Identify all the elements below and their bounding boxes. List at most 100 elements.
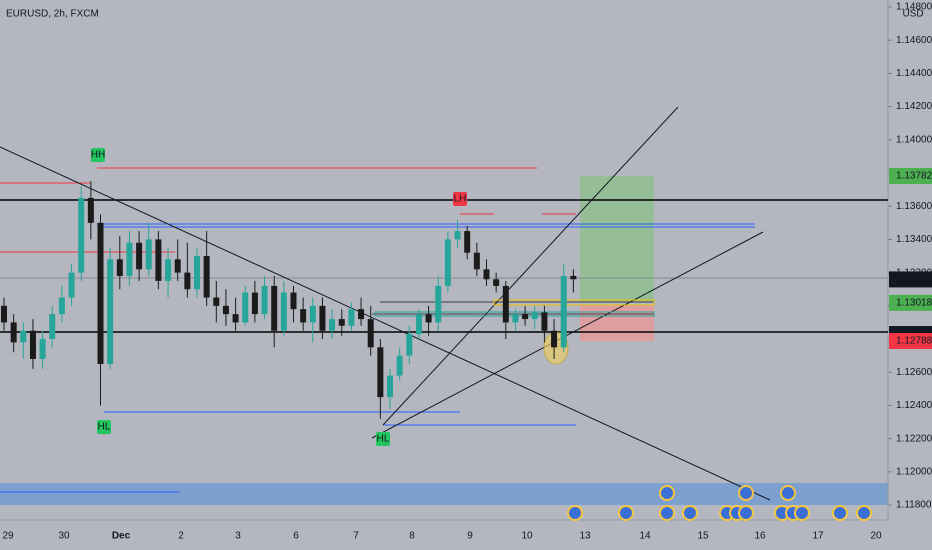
candle-body [10,322,17,343]
candle-body [251,292,258,315]
event-icon [659,485,675,501]
y-tick-label: 1.12200 [896,433,932,444]
drawing-line [382,106,679,426]
candle-body [367,319,374,348]
annotation-label: HH [91,150,105,161]
annotation-box [91,148,105,162]
annotation-label: HL [98,422,111,433]
candle-body [425,314,432,323]
y-tick-label: 1.14200 [896,101,932,112]
candle-body [222,305,229,315]
x-tick-label: Dec [112,531,131,542]
event-icon [567,505,583,521]
candle-body [473,252,480,270]
candle-body [107,259,114,364]
candle-body [512,314,519,323]
drawing-line [0,146,771,501]
y-tick-label: 1.12000 [896,466,932,477]
annotation-box [376,432,390,446]
candle-body [174,259,181,273]
x-tick-label: 15 [697,531,709,542]
candle-body [97,222,104,364]
candle-body [560,275,567,348]
x-tick-label: 14 [639,531,651,542]
candle-body [570,275,577,280]
candle-body [300,309,307,323]
event-icon [738,485,754,501]
x-tick-label: 16 [754,531,766,542]
candle-body [309,305,316,323]
x-tick-label: 6 [293,531,299,542]
x-tick-label: 8 [409,531,415,542]
candle-body [20,330,27,343]
x-tick-label: 2 [178,531,184,542]
candle-body [203,256,210,298]
annotation-label: HL [377,434,390,445]
candle-body [415,314,422,335]
blue-zone [0,483,888,505]
candle-body [444,239,451,286]
candle-body [464,231,471,253]
candle-body [329,319,336,331]
box-drawing [493,299,655,306]
target-zone [580,176,654,302]
candle-body [541,312,548,331]
y-tick-label: 1.14400 [896,68,932,79]
annotation-label: LH [454,194,467,205]
candle-body [377,347,384,398]
candle-body [213,297,220,306]
candle-body [387,375,393,398]
candle-body [68,272,75,298]
event-icon [682,505,698,521]
event-icon [794,505,810,521]
event-icon [856,505,872,521]
annotation-box [453,192,467,206]
candle-body [483,269,490,280]
candle-body [319,305,326,331]
candle-body [290,292,297,310]
price-tag [889,167,932,184]
candle-body [155,239,162,281]
price-tag [889,294,932,311]
y-tick-label: 1.12600 [896,367,932,378]
x-tick-label: 10 [521,531,533,542]
candle-body [58,297,65,315]
candle-body [165,259,172,281]
candle-body [271,285,278,331]
y-tick-label: 1.14800 [896,2,932,13]
candle-body [348,309,355,326]
annotation-box [97,420,111,434]
y-tick-label: 1.14600 [896,35,932,46]
candle-body [551,330,558,348]
candle-body [49,314,56,340]
candle-body [78,197,85,273]
candle-body [116,259,123,276]
candle-body [194,256,200,290]
candle-body [145,239,152,270]
candle-body [184,272,191,290]
candle-body [280,292,287,331]
candle-body [502,285,509,323]
x-tick-label: 7 [353,531,359,542]
x-tick-label: 29 [2,531,14,542]
y-tick-label: 1.11800 [896,500,932,511]
candle-body [126,242,133,276]
candle-body [232,314,239,323]
event-icon [659,505,675,521]
x-tick-label: 30 [58,531,70,542]
price-tag-label: 1.13782 [896,171,932,182]
event-icon [832,505,848,521]
candle-body [136,242,143,270]
candle-body [87,197,94,223]
candle-body [29,330,36,359]
x-tick-label: 9 [467,531,473,542]
y-tick-label: 1.13600 [896,201,932,212]
event-icon [618,505,634,521]
chart-title: EURUSD, 2h, FXCM [6,9,99,20]
price-tag [889,271,932,288]
candle-body [338,319,345,326]
candle-body [454,231,461,240]
candle-body [242,292,249,323]
